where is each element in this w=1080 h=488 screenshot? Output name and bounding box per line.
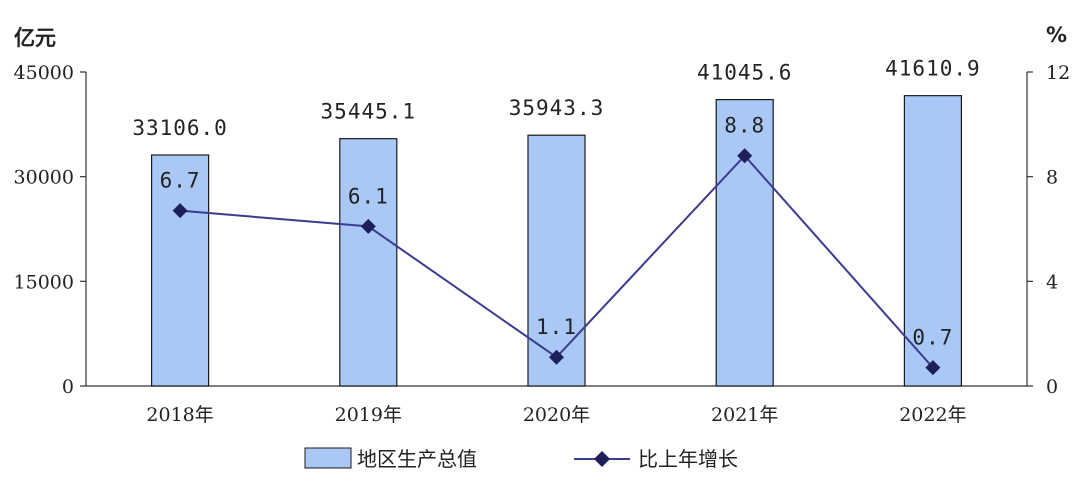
right-tick-label: 12	[1046, 62, 1070, 84]
growth-line-layer	[172, 148, 941, 376]
right-tick-label: 0	[1046, 376, 1058, 398]
left-tick-label: 15000	[14, 271, 74, 293]
bar-2020年	[527, 134, 586, 387]
left-axis-unit: 亿元	[14, 26, 56, 50]
bar-value-label: 41610.9	[885, 57, 981, 81]
bar-value-label: 41045.6	[697, 61, 793, 85]
right-axis-unit: %	[1046, 23, 1067, 47]
legend-bar-label: 地区生产总值	[357, 447, 477, 471]
right-tick-label: 4	[1046, 271, 1058, 293]
left-tick-label: 30000	[14, 167, 74, 189]
left-ticks: 0 15000 30000 45000	[14, 62, 86, 398]
growth-point-marker	[172, 203, 188, 219]
left-tick-label: 45000	[14, 62, 74, 84]
category-labels: 2018年 2019年 2020年 2021年 2022年	[146, 404, 966, 426]
bar-2019年	[339, 138, 398, 387]
bar-2018年	[151, 154, 210, 387]
bar-2021年	[715, 98, 774, 387]
legend-bar-swatch	[304, 447, 352, 469]
legend: 地区生产总值 比上年增长	[304, 447, 738, 471]
left-tick-label: 0	[62, 376, 74, 398]
bar-value-labels: 33106.0 35445.1 35943.3 41045.6 41610.9	[132, 57, 981, 140]
bar-value-label: 35445.1	[321, 100, 417, 124]
right-tick-label: 8	[1046, 167, 1058, 189]
growth-point-label: 6.1	[348, 184, 389, 208]
growth-point-label: 1.1	[536, 315, 577, 339]
bar-value-label: 35943.3	[509, 96, 605, 120]
bar-2022年	[903, 95, 963, 387]
right-ticks: 0 4 8 12	[1027, 62, 1070, 398]
legend-line-label: 比上年增长	[638, 447, 738, 471]
bar-value-label: 33106.0	[132, 116, 228, 140]
growth-point-marker	[925, 360, 941, 376]
category-label: 2021年	[711, 404, 778, 426]
growth-point-label: 8.8	[724, 114, 765, 138]
growth-point-marker	[360, 218, 376, 234]
growth-point-marker	[549, 349, 564, 365]
category-label: 2022年	[899, 404, 966, 426]
category-label: 2019年	[335, 404, 402, 426]
growth-point-marker	[737, 148, 753, 164]
growth-point-label: 6.7	[160, 169, 201, 193]
point-value-labels: 6.7 6.1 1.1 8.8 0.7	[160, 114, 953, 350]
category-label: 2020年	[523, 404, 590, 426]
growth-point-label: 0.7	[912, 326, 953, 350]
category-label: 2018年	[146, 404, 213, 426]
legend-marker-icon	[594, 451, 610, 467]
bars	[151, 95, 963, 387]
